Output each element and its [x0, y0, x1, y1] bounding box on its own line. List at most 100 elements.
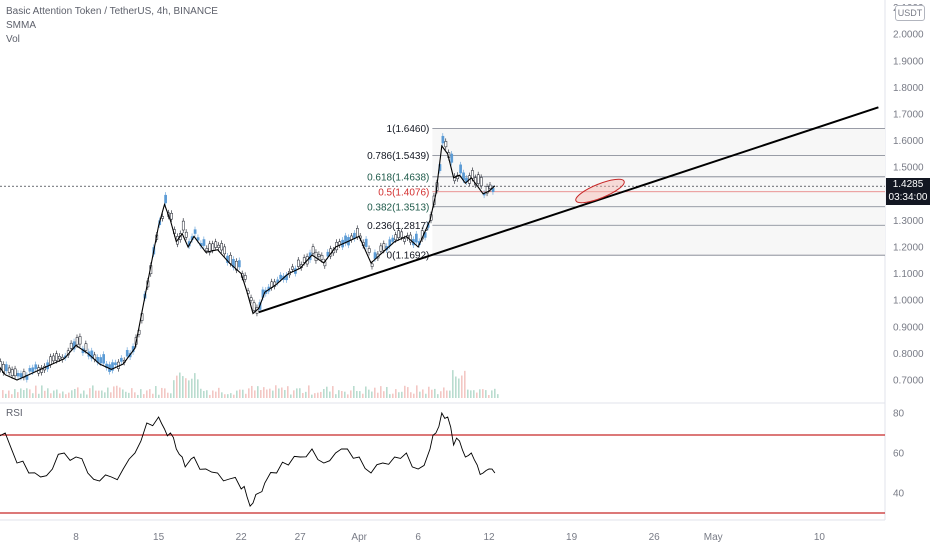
- rsi-tick-label: 60: [893, 449, 905, 460]
- volume-bar: [206, 390, 208, 398]
- volume-bar: [86, 394, 88, 398]
- volume-bar: [5, 393, 7, 398]
- volume-bar: [56, 389, 58, 398]
- volume-bar: [377, 392, 379, 398]
- volume-bar: [281, 387, 283, 398]
- volume-bar: [419, 391, 421, 398]
- volume-bar: [251, 385, 253, 398]
- volume-bar: [344, 391, 346, 398]
- indicator-smma-label[interactable]: SMMA: [6, 20, 36, 31]
- candle-body: [202, 239, 206, 246]
- candle-body: [78, 336, 82, 345]
- time-tick-label: 22: [236, 532, 248, 543]
- indicator-rsi-label[interactable]: RSI: [6, 408, 23, 419]
- candle-body: [205, 248, 209, 252]
- candle-body: [302, 257, 306, 263]
- volume-bar: [275, 385, 277, 398]
- volume-bar: [212, 390, 214, 398]
- volume-bar: [140, 389, 142, 398]
- volume-bar: [110, 392, 112, 398]
- volume-bar: [446, 390, 448, 398]
- volume-bar: [227, 394, 229, 398]
- volume-bar: [164, 388, 166, 398]
- volume-bars: [2, 370, 499, 398]
- volume-bar: [482, 389, 484, 398]
- fib-level-label: 1(1.6460): [387, 124, 430, 135]
- volume-bar: [479, 389, 481, 398]
- volume-bar: [485, 390, 487, 398]
- volume-bar: [467, 389, 469, 398]
- time-tick-label: 27: [295, 532, 307, 543]
- time-axis[interactable]: 8 15 22 27 Apr 6 12 19 26 May 10: [73, 532, 825, 543]
- volume-bar: [488, 394, 490, 398]
- symbol-title[interactable]: Basic Attention Token / TetherUS, 4h, BI…: [6, 6, 218, 17]
- volume-bar: [374, 387, 376, 398]
- volume-bar: [71, 390, 73, 398]
- volume-bar: [416, 385, 418, 398]
- rsi-tick-label: 80: [893, 409, 905, 420]
- fib-level-label: 0.236(1.2817): [367, 221, 429, 232]
- volume-bar: [170, 393, 172, 398]
- candle-body: [69, 342, 73, 349]
- time-tick-label: Apr: [351, 532, 367, 543]
- volume-bar: [137, 394, 139, 398]
- candle-body: [279, 274, 282, 280]
- fib-level-label: 0.618(1.4638): [367, 172, 429, 183]
- volume-bar: [134, 392, 136, 398]
- candle-body: [394, 234, 398, 241]
- bar-countdown: 03:34:00: [888, 192, 928, 203]
- volume-bar: [20, 388, 22, 398]
- candle-body: [291, 266, 294, 270]
- candle-body: [243, 275, 247, 280]
- candle-body: [164, 194, 167, 204]
- candle-body: [364, 238, 368, 247]
- candle-body: [120, 357, 123, 362]
- volume-bar: [2, 390, 4, 398]
- volume-bar: [44, 390, 46, 398]
- volume-bar: [269, 388, 271, 398]
- volume-bar: [47, 388, 49, 398]
- candle-body: [382, 243, 386, 251]
- volume-bar: [209, 394, 211, 398]
- highlight-ellipse[interactable]: [573, 175, 626, 207]
- volume-bar: [218, 387, 220, 398]
- trendline: [258, 106, 879, 314]
- indicator-vol-label[interactable]: Vol: [6, 34, 20, 45]
- volume-bar: [131, 388, 133, 398]
- volume-bar: [158, 394, 160, 398]
- candle-body: [479, 177, 483, 187]
- price-tick-label: 0.7000: [893, 376, 924, 387]
- rsi-pane: [0, 411, 885, 514]
- candle-body: [7, 367, 11, 373]
- candle-body: [326, 251, 330, 257]
- volume-bar: [410, 392, 412, 398]
- candle-body: [13, 368, 17, 377]
- candle-body: [235, 260, 238, 271]
- volume-bar: [464, 370, 466, 398]
- candle-body: [10, 369, 14, 376]
- candle-body: [367, 248, 371, 253]
- fib-zone: [432, 128, 885, 156]
- candle-body: [314, 251, 318, 261]
- candle-body: [0, 361, 2, 370]
- volume-bar: [341, 390, 343, 398]
- volume-bar: [11, 394, 13, 398]
- volume-bar: [356, 390, 358, 398]
- price-tick-label: 1.7000: [893, 110, 924, 121]
- volume-bar: [38, 393, 40, 398]
- volume-bar: [200, 388, 202, 398]
- candle-body: [193, 229, 197, 234]
- candle-body: [217, 244, 221, 248]
- candle-body: [4, 364, 8, 372]
- candle-body: [102, 354, 106, 364]
- currency-button[interactable]: USDT: [895, 5, 925, 21]
- candle-body: [34, 364, 38, 370]
- trendline-drawing[interactable]: [258, 106, 879, 314]
- volume-bar: [179, 372, 181, 398]
- fib-zone: [432, 155, 885, 177]
- candle-body: [52, 355, 55, 362]
- candle-body: [444, 141, 448, 148]
- volume-bar: [389, 394, 391, 398]
- volume-bar: [335, 394, 337, 398]
